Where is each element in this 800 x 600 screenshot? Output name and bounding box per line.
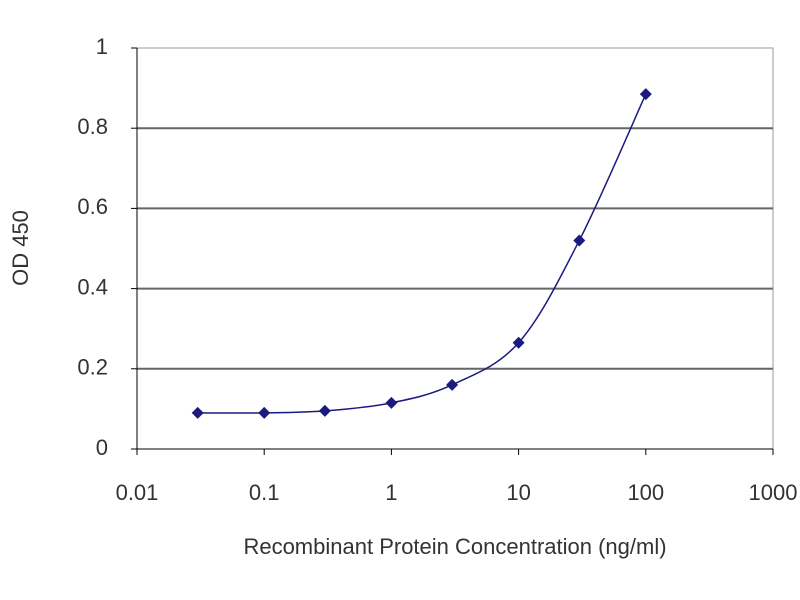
data-point — [639, 88, 652, 101]
data-point — [446, 378, 459, 391]
data-point — [191, 406, 204, 419]
data-point — [258, 406, 271, 419]
y-tick-label: 0.2 — [77, 355, 108, 380]
y-tick-label: 0 — [96, 435, 108, 460]
y-tick-label: 1 — [96, 34, 108, 59]
y-tick-label: 0.6 — [77, 194, 108, 219]
y-tick-label: 0.8 — [77, 114, 108, 139]
x-tick-label: 10 — [506, 480, 530, 505]
x-tick-label: 0.1 — [249, 480, 280, 505]
x-tick-label: 1 — [385, 480, 397, 505]
x-tick-label: 100 — [627, 480, 664, 505]
x-tick-label: 1000 — [749, 480, 798, 505]
data-point — [385, 396, 398, 409]
y-tick-label: 0.4 — [77, 274, 108, 299]
y-axis-label: OD 450 — [8, 210, 33, 286]
plot-area — [136, 47, 774, 450]
x-tick-label: 0.01 — [116, 480, 159, 505]
x-axis-label: Recombinant Protein Concentration (ng/ml… — [243, 534, 666, 559]
data-point — [573, 234, 586, 247]
data-point — [512, 336, 525, 349]
data-point — [318, 404, 331, 417]
